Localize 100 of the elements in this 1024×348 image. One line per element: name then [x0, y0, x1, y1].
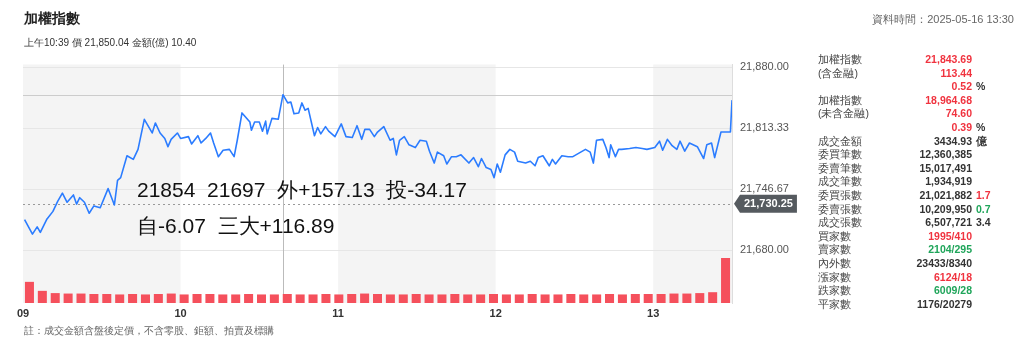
text: 3.4	[976, 216, 991, 229]
text: (未含金融)	[818, 107, 869, 120]
y-tick-label: 21,813.33	[740, 121, 789, 134]
annotation: 自-6.07 三大+116.89	[137, 213, 335, 239]
text: 21,843.69	[925, 53, 972, 65]
text: 1176/20279	[917, 297, 972, 310]
text: 賣家數	[818, 243, 851, 256]
bar	[669, 293, 679, 303]
text: 註：成交金額含盤後定價，不含零股、鉅額、拍賣及標購	[24, 324, 274, 338]
bar	[115, 294, 125, 303]
bar	[153, 294, 163, 303]
x-tick-label: 10	[174, 306, 187, 319]
bar	[63, 293, 73, 303]
bar	[37, 290, 47, 303]
bar	[514, 294, 524, 303]
y-tick-label: 21,680.00	[740, 242, 789, 255]
bar	[89, 294, 99, 303]
text: 內外數	[818, 256, 851, 269]
text: 3434.93	[934, 134, 972, 147]
bar	[605, 294, 615, 303]
text: 18,964.68	[925, 93, 972, 106]
bar	[656, 294, 666, 303]
bar	[231, 294, 241, 303]
bar	[334, 294, 344, 303]
bar	[579, 294, 589, 303]
text: 漲家數	[818, 270, 851, 283]
text: 買家數	[818, 229, 851, 242]
bar	[321, 294, 331, 303]
bar	[282, 294, 292, 303]
text: 15,017,491	[919, 161, 972, 174]
text: 0.39	[951, 120, 972, 133]
text: 億	[976, 134, 987, 147]
text: 74.60	[945, 107, 972, 120]
bar	[553, 294, 563, 303]
bar	[476, 294, 486, 303]
bar	[24, 281, 34, 303]
chart-title: 加權指數	[24, 10, 80, 28]
bar	[463, 294, 473, 303]
x-tick-label: 11	[332, 306, 344, 319]
text: 23433/8340	[916, 256, 972, 269]
bar	[166, 293, 176, 303]
bar	[489, 294, 499, 303]
text: 成交張數	[818, 216, 862, 229]
bar	[721, 258, 731, 303]
text: 1995/410	[928, 229, 972, 242]
bar	[360, 293, 370, 303]
bar	[695, 293, 705, 303]
bar	[708, 292, 718, 303]
text: 6124/18	[934, 270, 972, 283]
ref-line-label: 21,730.25	[744, 196, 793, 209]
bar	[437, 294, 447, 303]
bar	[179, 294, 189, 303]
bar	[205, 294, 215, 303]
text: 成交筆數	[818, 175, 862, 188]
bar	[424, 294, 434, 303]
text: 12,360,385	[919, 148, 972, 161]
text: 6009/28	[934, 284, 972, 297]
bar	[630, 294, 640, 303]
text: 資料時間：2025-05-16 13:30	[872, 12, 1014, 27]
text: %	[976, 80, 986, 93]
bar	[347, 294, 357, 303]
bar	[140, 294, 150, 303]
bar	[617, 294, 627, 303]
bar	[269, 294, 279, 303]
bar	[385, 294, 395, 303]
bar	[218, 294, 228, 303]
chart-subtitle: 上午10:39 價 21,850.04 金額(億) 10.40	[24, 36, 197, 50]
bar	[501, 294, 511, 303]
text: 委賣筆數	[818, 161, 862, 174]
text: (含金融)	[818, 66, 858, 79]
bar	[192, 294, 202, 303]
bar	[411, 294, 421, 303]
text: 跌家數	[818, 284, 851, 297]
text: 6,507,721	[925, 216, 972, 229]
text: %	[976, 120, 986, 133]
x-tick-label: 09	[16, 306, 30, 319]
text: 0.7	[976, 202, 991, 215]
bar	[450, 294, 460, 303]
bar	[592, 294, 602, 303]
bar	[102, 294, 112, 303]
text: 委買筆數	[818, 148, 862, 161]
bar	[540, 294, 550, 303]
y-tick-label: 21,746.67	[740, 181, 789, 194]
text: 加權指數	[818, 93, 862, 106]
bar	[527, 294, 537, 303]
y-tick-label: 21,880.00	[740, 60, 789, 73]
x-tick-label: 12	[489, 306, 502, 319]
annotation: 21854 21697 外+157.13 投-34.17	[137, 177, 467, 203]
text: 平家數	[818, 297, 851, 310]
bar	[308, 294, 318, 303]
bar	[566, 294, 576, 303]
bar	[76, 293, 86, 303]
text: 113.44	[940, 66, 972, 79]
text: 成交金額	[818, 134, 862, 147]
bar	[398, 294, 408, 303]
bar	[50, 293, 60, 303]
bar	[128, 294, 138, 303]
text: 10,209,950	[919, 202, 972, 215]
text: 委買張數	[818, 188, 862, 201]
text: 2104/295	[928, 243, 972, 256]
